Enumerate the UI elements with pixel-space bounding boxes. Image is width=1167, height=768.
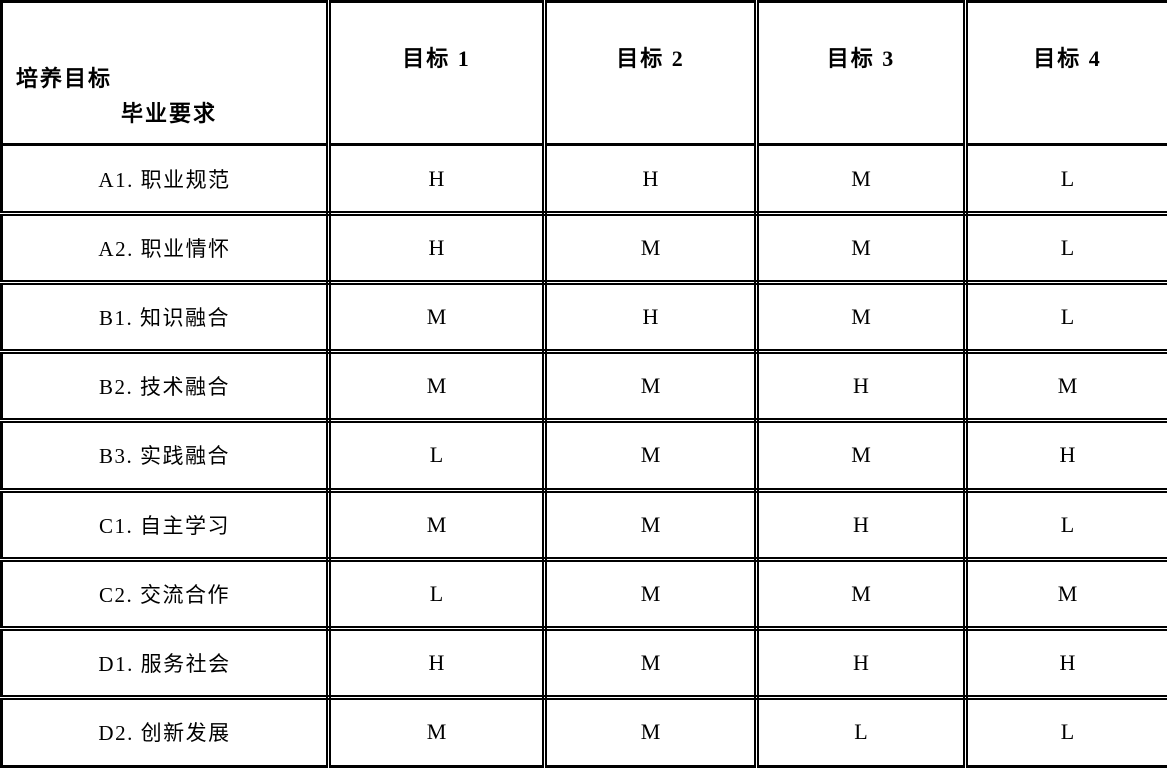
matrix-cell: H bbox=[754, 487, 968, 562]
corner-header-cell: 培养目标 毕业要求 bbox=[0, 0, 331, 146]
table-row-c1: C1. 自主学习 M M H L bbox=[0, 487, 1167, 562]
row-label: D2. 创新发展 bbox=[0, 694, 331, 768]
corner-header-labels: 培养目标 毕业要求 bbox=[5, 61, 324, 142]
table-row-b1: B1. 知识融合 M H M L bbox=[0, 280, 1167, 355]
matrix-cell: L bbox=[326, 556, 547, 631]
matrix-cell: M bbox=[542, 211, 759, 286]
table-row-b2: B2. 技术融合 M M H M bbox=[0, 349, 1167, 424]
matrix-cell: M bbox=[326, 694, 547, 768]
row-label: B3. 实践融合 bbox=[0, 418, 331, 493]
column-header-objective-1: 目标 1 bbox=[326, 0, 547, 146]
matrix-cell: M bbox=[326, 487, 547, 562]
row-label: A2. 职业情怀 bbox=[0, 211, 331, 286]
row-label: D1. 服务社会 bbox=[0, 625, 331, 700]
matrix-cell: M bbox=[963, 556, 1167, 631]
matrix-cell: H bbox=[326, 211, 547, 286]
row-label: A1. 职业规范 bbox=[0, 142, 331, 217]
column-header-objective-2: 目标 2 bbox=[542, 0, 759, 146]
table-row-c2: C2. 交流合作 L M M M bbox=[0, 556, 1167, 631]
corner-label-training-objectives: 培养目标 bbox=[16, 66, 113, 91]
column-header-objective-3: 目标 3 bbox=[754, 0, 968, 146]
matrix-cell: M bbox=[326, 349, 547, 424]
row-label: C1. 自主学习 bbox=[0, 487, 331, 562]
row-label: B2. 技术融合 bbox=[0, 349, 331, 424]
matrix-cell: M bbox=[542, 556, 759, 631]
column-header-objective-4: 目标 4 bbox=[963, 0, 1167, 146]
matrix-cell: H bbox=[542, 142, 759, 217]
row-label: C2. 交流合作 bbox=[0, 556, 331, 631]
matrix-cell: L bbox=[963, 694, 1167, 768]
matrix-cell: H bbox=[754, 625, 968, 700]
matrix-cell: M bbox=[754, 211, 968, 286]
table-row-d2: D2. 创新发展 M M L L bbox=[0, 694, 1167, 768]
table-row-a2: A2. 职业情怀 H M M L bbox=[0, 211, 1167, 286]
matrix-cell: H bbox=[963, 625, 1167, 700]
matrix-cell: M bbox=[542, 349, 759, 424]
table-row-a1: A1. 职业规范 H H M L bbox=[0, 142, 1167, 217]
matrix-cell: M bbox=[326, 280, 547, 355]
matrix-cell: L bbox=[326, 418, 547, 493]
matrix-cell: L bbox=[963, 142, 1167, 217]
matrix-cell: L bbox=[754, 694, 968, 768]
row-label: B1. 知识融合 bbox=[0, 280, 331, 355]
matrix-cell: H bbox=[754, 349, 968, 424]
matrix-cell: M bbox=[542, 487, 759, 562]
header-row: 培养目标 毕业要求 目标 1 目标 2 目标 3 目标 4 bbox=[0, 0, 1167, 146]
matrix-cell: M bbox=[754, 142, 968, 217]
matrix-cell: L bbox=[963, 487, 1167, 562]
matrix-cell: M bbox=[542, 694, 759, 768]
matrix-cell: M bbox=[542, 418, 759, 493]
matrix-cell: M bbox=[963, 349, 1167, 424]
corner-label-graduation-requirements: 毕业要求 bbox=[121, 101, 218, 126]
matrix-cell: M bbox=[754, 418, 968, 493]
matrix-cell: M bbox=[754, 556, 968, 631]
table-row-b3: B3. 实践融合 L M M H bbox=[0, 418, 1167, 493]
matrix-cell: H bbox=[542, 280, 759, 355]
matrix-cell: L bbox=[963, 280, 1167, 355]
matrix-cell: H bbox=[963, 418, 1167, 493]
matrix-cell: H bbox=[326, 142, 547, 217]
matrix-cell: H bbox=[326, 625, 547, 700]
table-row-d1: D1. 服务社会 H M H H bbox=[0, 625, 1167, 700]
matrix-cell: L bbox=[963, 211, 1167, 286]
matrix-cell: M bbox=[754, 280, 968, 355]
matrix-cell: M bbox=[542, 625, 759, 700]
